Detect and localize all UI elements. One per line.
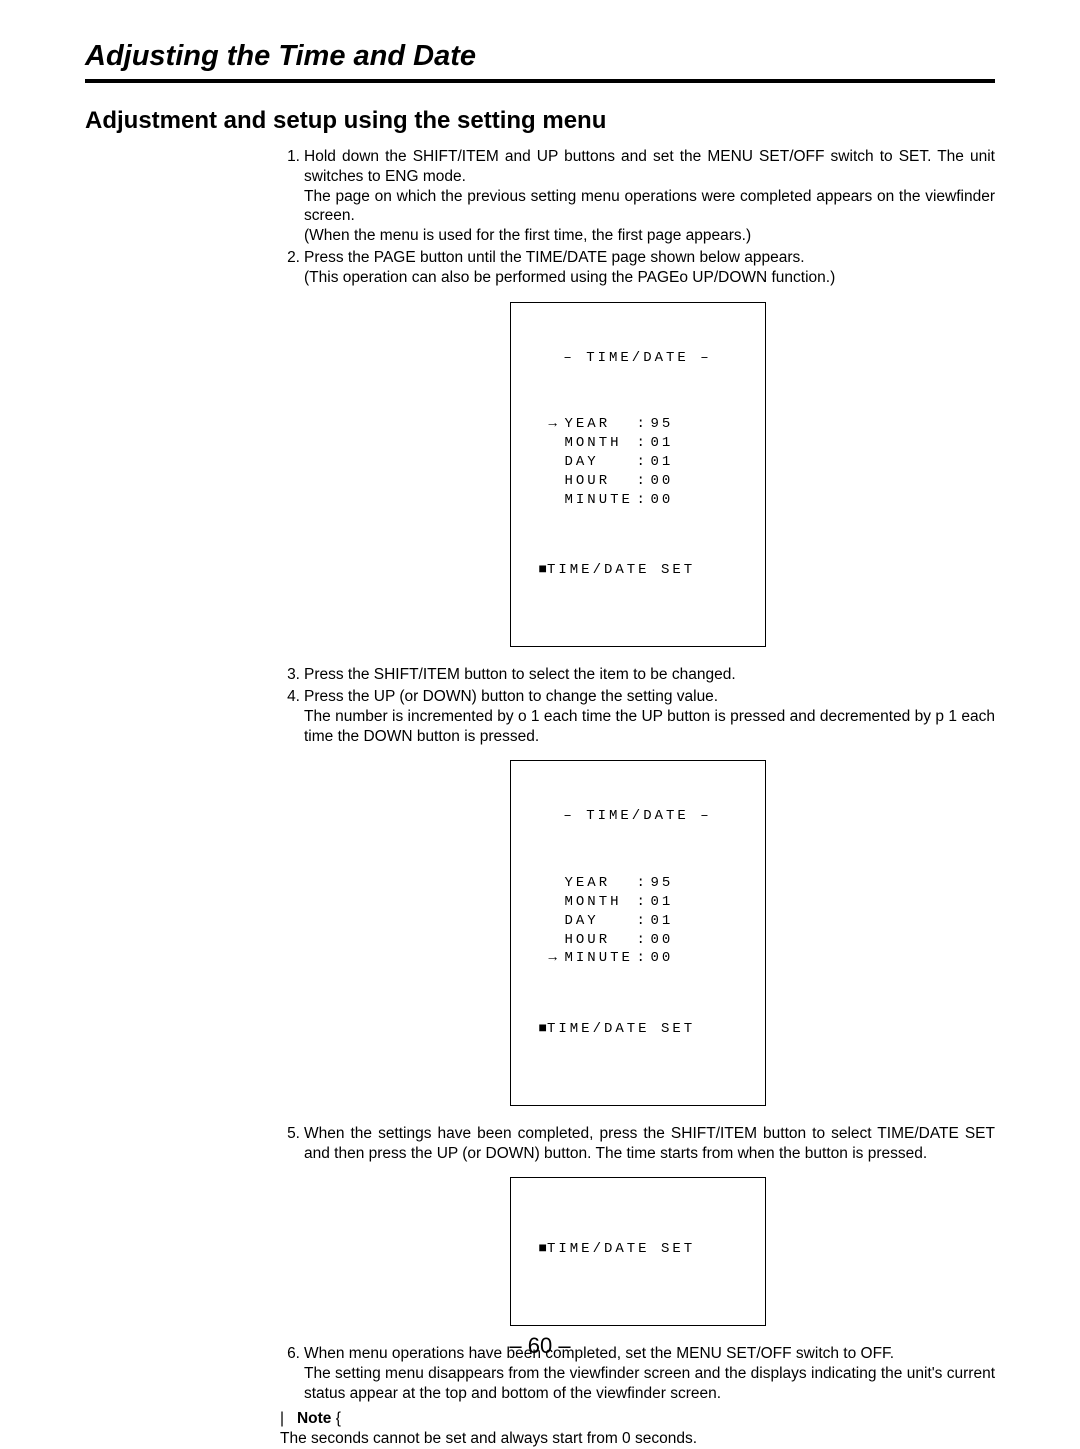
step-text: Press the SHIFT/ITEM button to select th… (304, 665, 995, 685)
square-icon: ■ (539, 560, 547, 576)
field-value: 01 (651, 434, 674, 453)
step-text: The page on which the previous setting m… (304, 187, 995, 227)
square-icon: ■ (539, 1239, 547, 1255)
note-bracket-close: { (336, 1410, 341, 1427)
colon: : (637, 491, 651, 510)
viewfinder-screen: ■TIME/DATE SET (510, 1177, 766, 1325)
screen-title: – TIME/DATE – (515, 807, 761, 826)
step-number: 2. (280, 248, 304, 288)
list-item: 3. Press the SHIFT/ITEM button to select… (280, 665, 995, 685)
colon: : (637, 912, 651, 931)
field-label: MINUTE (565, 949, 637, 968)
step-text: (This operation can also be performed us… (304, 268, 995, 288)
field-value: 01 (651, 912, 674, 931)
arrow-icon (549, 472, 565, 491)
screen-row: →YEAR:95 (549, 415, 761, 434)
field-value: 95 (651, 415, 674, 434)
screen-row: →MINUTE:00 (549, 949, 761, 968)
field-label: MONTH (565, 893, 637, 912)
step-text: When the settings have been completed, p… (304, 1124, 995, 1164)
colon: : (637, 453, 651, 472)
screen-row: DAY:01 (549, 453, 761, 472)
list-item: 5. When the settings have been completed… (280, 1124, 995, 1164)
step-text: Hold down the SHIFT/ITEM and UP buttons … (304, 147, 995, 187)
viewfinder-screen: – TIME/DATE – →YEAR:95MONTH:01DAY:01HOUR… (510, 302, 766, 647)
screen-row: MONTH:01 (549, 434, 761, 453)
step-text: The setting menu disappears from the vie… (304, 1364, 995, 1404)
list-item: 4. Press the UP (or DOWN) button to chan… (280, 687, 995, 746)
screen-row: MONTH:01 (549, 893, 761, 912)
arrow-icon (549, 912, 565, 931)
list-item: 2. Press the PAGE button until the TIME/… (280, 248, 995, 288)
note-text: The seconds cannot be set and always sta… (280, 1429, 995, 1449)
section-title: Adjustment and setup using the setting m… (85, 107, 995, 135)
screen-row: YEAR:95 (549, 874, 761, 893)
instruction-list: 1. Hold down the SHIFT/ITEM and UP butto… (280, 147, 995, 288)
field-value: 01 (651, 893, 674, 912)
step-number: 5. (280, 1124, 304, 1164)
field-value: 00 (651, 949, 674, 968)
viewfinder-screen: – TIME/DATE – YEAR:95MONTH:01DAY:01HOUR:… (510, 760, 766, 1105)
arrow-icon (549, 434, 565, 453)
screen-row: HOUR:00 (549, 931, 761, 950)
screen-row: DAY:01 (549, 912, 761, 931)
field-label: MONTH (565, 434, 637, 453)
field-label: MINUTE (565, 491, 637, 510)
step-number: 1. (280, 147, 304, 246)
screen-set-label: TIME/DATE SET (547, 562, 695, 578)
step-text: (When the menu is used for the first tim… (304, 226, 995, 246)
colon: : (637, 434, 651, 453)
square-icon: ■ (539, 1019, 547, 1035)
field-label: YEAR (565, 415, 637, 434)
colon: : (637, 893, 651, 912)
arrow-icon (549, 874, 565, 893)
field-label: DAY (565, 453, 637, 472)
arrow-icon (549, 453, 565, 472)
field-value: 00 (651, 472, 674, 491)
note-label: Note (297, 1410, 331, 1427)
arrow-icon (549, 893, 565, 912)
title-rule (85, 80, 995, 83)
field-value: 00 (651, 491, 674, 510)
screen-row: HOUR:00 (549, 472, 761, 491)
step-number: 3. (280, 665, 304, 685)
arrow-icon: → (549, 415, 565, 434)
screen-set-label: TIME/DATE SET (547, 1021, 695, 1037)
step-text: The number is incremented by o 1 each ti… (304, 707, 995, 747)
arrow-icon (549, 491, 565, 510)
page-number: – 60 – (0, 1333, 1080, 1359)
screen-title: – TIME/DATE – (515, 349, 761, 368)
field-label: HOUR (565, 472, 637, 491)
colon: : (637, 874, 651, 893)
screen-row: MINUTE:00 (549, 491, 761, 510)
field-label: YEAR (565, 874, 637, 893)
screen-set-label: TIME/DATE SET (547, 1241, 695, 1257)
field-label: DAY (565, 912, 637, 931)
field-label: HOUR (565, 931, 637, 950)
step-number: 4. (280, 687, 304, 746)
step-text: Press the PAGE button until the TIME/DAT… (304, 248, 995, 268)
arrow-icon: → (549, 949, 565, 968)
note-block: | Note { (280, 1409, 995, 1429)
step-text: Press the UP (or DOWN) button to change … (304, 687, 995, 707)
colon: : (637, 931, 651, 950)
colon: : (637, 415, 651, 434)
colon: : (637, 472, 651, 491)
field-value: 95 (651, 874, 674, 893)
field-value: 01 (651, 453, 674, 472)
list-item: 1. Hold down the SHIFT/ITEM and UP butto… (280, 147, 995, 246)
colon: : (637, 949, 651, 968)
arrow-icon (549, 931, 565, 950)
page-title: Adjusting the Time and Date (85, 40, 995, 80)
field-value: 00 (651, 931, 674, 950)
note-bracket-open: | (280, 1410, 284, 1427)
